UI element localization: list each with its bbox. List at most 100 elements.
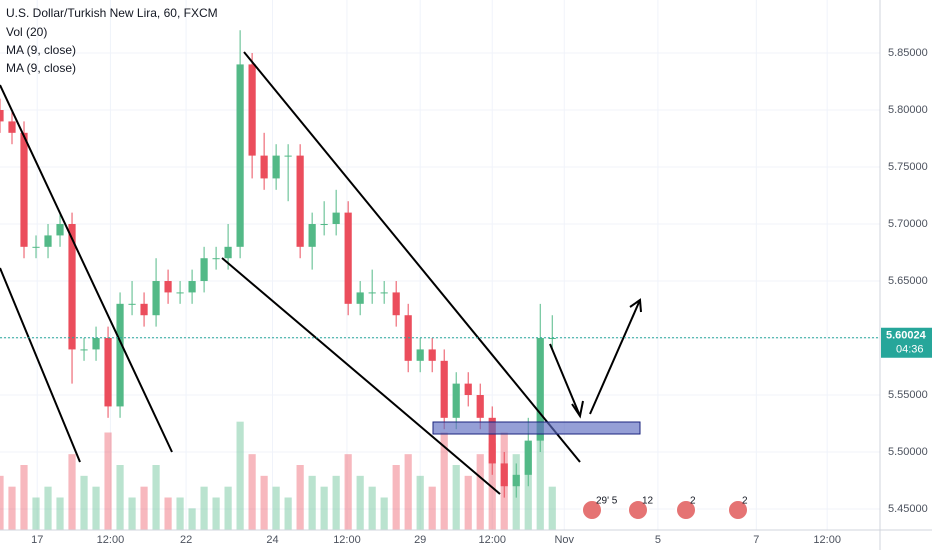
event-count: 2 bbox=[690, 496, 696, 507]
candle-body bbox=[272, 155, 280, 179]
x-tick-label: 7 bbox=[753, 534, 759, 546]
candles bbox=[0, 30, 556, 498]
x-tick-label: 29 bbox=[414, 534, 426, 546]
arrow bbox=[589, 299, 641, 415]
candle-body bbox=[536, 338, 544, 441]
candle-body bbox=[248, 64, 256, 156]
y-tick-label: 5.80000 bbox=[888, 104, 928, 116]
volume-bar bbox=[332, 475, 340, 530]
candle-body bbox=[488, 417, 496, 464]
volume-bar bbox=[152, 465, 160, 530]
volume-bar bbox=[248, 454, 256, 530]
candle-body bbox=[392, 292, 400, 316]
arrow bbox=[549, 343, 581, 417]
candle-body bbox=[368, 292, 376, 294]
volume-bar bbox=[428, 486, 436, 530]
volume-bar bbox=[104, 432, 112, 530]
trend-line bbox=[0, 267, 81, 463]
volume-bar bbox=[404, 454, 412, 530]
x-tick-label: 5 bbox=[655, 534, 661, 546]
candle-body bbox=[80, 349, 88, 351]
candle-body bbox=[356, 292, 364, 304]
volume-bar bbox=[8, 486, 16, 530]
volume-bar bbox=[164, 497, 172, 530]
volume-bar bbox=[476, 454, 484, 530]
candle-body bbox=[200, 258, 208, 282]
x-tick-label: 12:00 bbox=[813, 534, 841, 546]
volume-bar bbox=[176, 497, 184, 530]
volume-bar bbox=[440, 432, 448, 530]
volume-bar bbox=[524, 443, 532, 530]
volume-bar bbox=[548, 486, 556, 530]
candle-body bbox=[440, 360, 448, 418]
event-flag bbox=[675, 499, 697, 521]
volume-bar bbox=[392, 465, 400, 530]
volume-bar bbox=[0, 475, 4, 530]
last-price-label: 5.60024 bbox=[886, 330, 927, 342]
volume-bar bbox=[68, 454, 76, 530]
volume-bar bbox=[296, 465, 304, 530]
candle-body bbox=[236, 64, 244, 247]
candle-body bbox=[92, 338, 100, 350]
trend-line bbox=[221, 257, 501, 495]
trend-line bbox=[243, 51, 581, 463]
candle-body bbox=[164, 281, 172, 293]
candle-body bbox=[464, 383, 472, 396]
candle-body bbox=[344, 212, 352, 304]
volume-bar bbox=[92, 486, 100, 530]
event-count: 2 bbox=[742, 496, 748, 507]
volume-bar bbox=[128, 497, 136, 530]
volume-bar bbox=[368, 486, 376, 530]
volume-bar bbox=[452, 465, 460, 530]
candle-body bbox=[452, 383, 460, 418]
volume-bar bbox=[44, 486, 52, 530]
candle-body bbox=[20, 132, 28, 247]
candle-body bbox=[332, 212, 340, 225]
volume-bar bbox=[272, 486, 280, 530]
y-tick-label: 5.75000 bbox=[888, 161, 928, 173]
candle-body bbox=[416, 349, 424, 361]
volume-bar bbox=[116, 465, 124, 530]
event-count: 29' 5 bbox=[596, 496, 618, 507]
volume-bar bbox=[224, 486, 232, 530]
volume-bar bbox=[380, 497, 388, 530]
y-tick-label: 5.45000 bbox=[888, 503, 928, 515]
volume-bar bbox=[464, 475, 472, 530]
event-flag bbox=[627, 499, 649, 521]
y-tick-label: 5.70000 bbox=[888, 218, 928, 230]
axes: 5.450005.500005.550005.600005.650005.700… bbox=[31, 47, 932, 546]
trend-line bbox=[0, 84, 173, 453]
volume-bar bbox=[140, 486, 148, 530]
y-tick-label: 5.65000 bbox=[888, 275, 928, 287]
candle-body bbox=[380, 292, 388, 294]
volume-bar bbox=[284, 497, 292, 530]
drawings bbox=[0, 51, 642, 495]
volume-bar bbox=[80, 475, 88, 530]
x-tick-label: 12:00 bbox=[478, 534, 506, 546]
candle-body bbox=[116, 303, 124, 407]
candle-body bbox=[320, 224, 328, 226]
volume-bar bbox=[212, 497, 220, 530]
candle-body bbox=[212, 258, 220, 260]
volume-bar bbox=[536, 410, 544, 530]
volume-bar bbox=[32, 497, 40, 530]
candle-body bbox=[8, 121, 16, 133]
x-tick-label: 24 bbox=[266, 534, 278, 546]
event-count: 12 bbox=[642, 496, 654, 507]
y-tick-label: 5.85000 bbox=[888, 47, 928, 59]
candle-body bbox=[476, 395, 484, 418]
last-price-box bbox=[881, 327, 932, 358]
candle-body bbox=[224, 246, 232, 259]
volume-bar bbox=[356, 475, 364, 530]
candle-body bbox=[524, 440, 532, 475]
candle-body bbox=[308, 224, 316, 247]
volume-pane bbox=[0, 410, 556, 530]
candle-body bbox=[56, 224, 64, 236]
candle-body bbox=[104, 338, 112, 407]
candle-body bbox=[176, 292, 184, 294]
y-tick-label: 5.55000 bbox=[888, 389, 928, 401]
countdown-label: 04:36 bbox=[896, 344, 924, 356]
candle-body bbox=[284, 155, 292, 157]
